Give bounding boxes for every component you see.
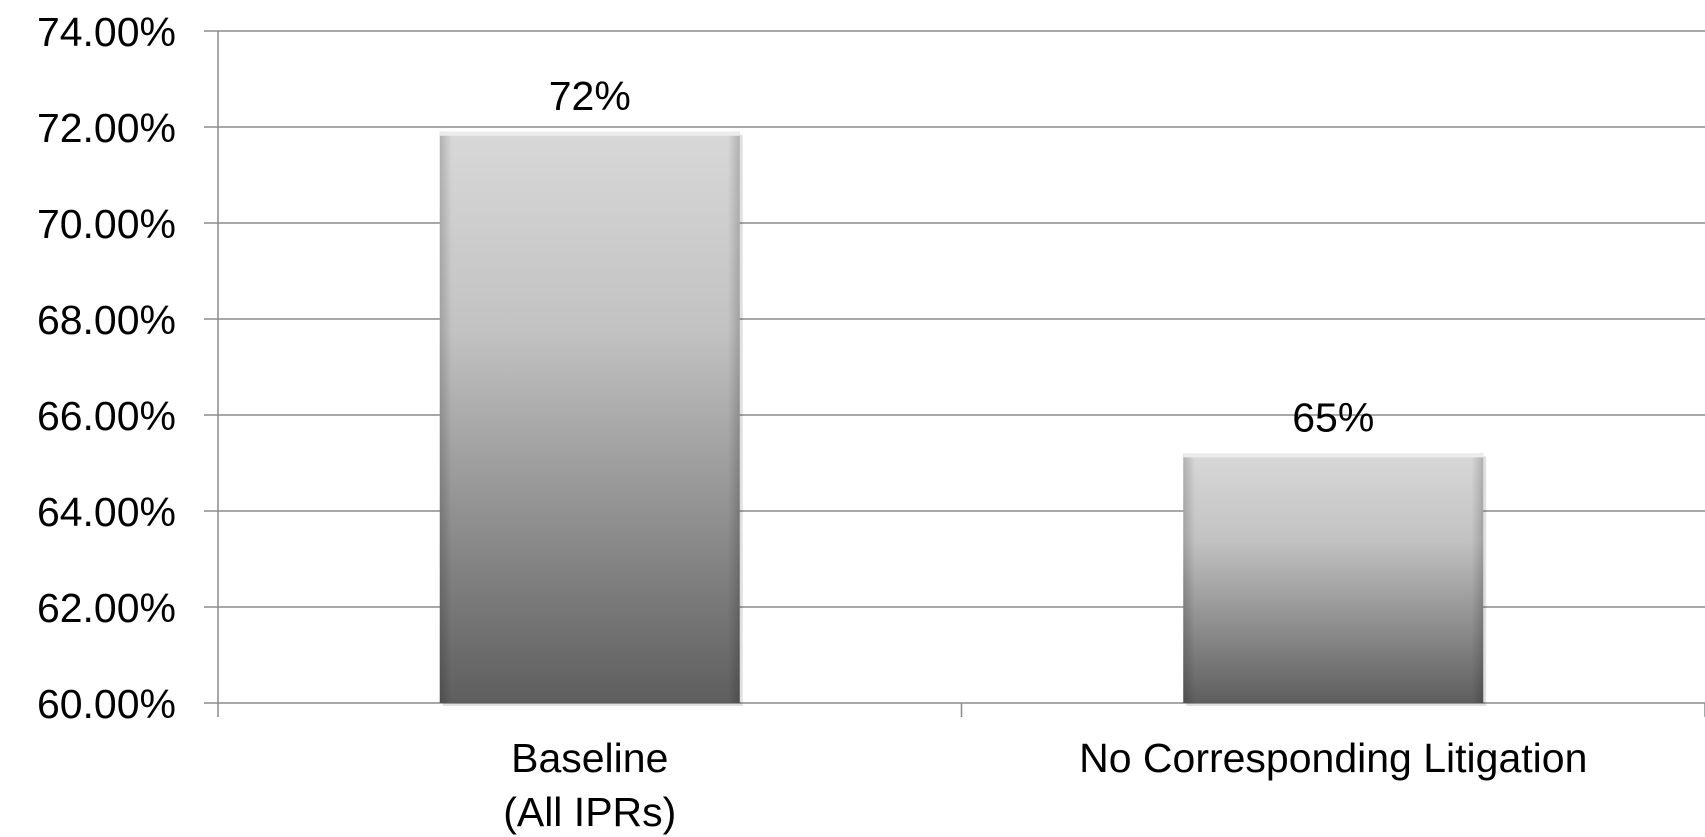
bar-edge-shade (1183, 453, 1484, 703)
labels: 74.00% 72.00% 70.00% 68.00% 66.00% 64.00% 62.0… (37, 9, 1587, 835)
y-tick-label: 74.00% (37, 9, 176, 55)
data-label: 72% (549, 73, 631, 119)
x-category-label: Baseline (511, 735, 668, 781)
y-tick-label: 68.00% (37, 297, 176, 343)
bar-top-highlight (439, 131, 740, 136)
y-tick-label: 64.00% (37, 489, 176, 535)
x-category-label: (All IPRs) (503, 789, 676, 835)
y-tick-label: 62.00% (37, 585, 176, 631)
x-category-label: No Corresponding Litigation (1079, 735, 1587, 781)
bar-top-highlight (1183, 453, 1484, 458)
y-tick-label: 60.00% (37, 681, 176, 727)
data-label: 65% (1292, 394, 1374, 440)
bar-edge-shade (439, 131, 740, 704)
y-tick-label: 70.00% (37, 201, 176, 247)
y-tick-label: 66.00% (37, 393, 176, 439)
bars (439, 131, 1487, 707)
y-tick-label: 72.00% (37, 105, 176, 151)
